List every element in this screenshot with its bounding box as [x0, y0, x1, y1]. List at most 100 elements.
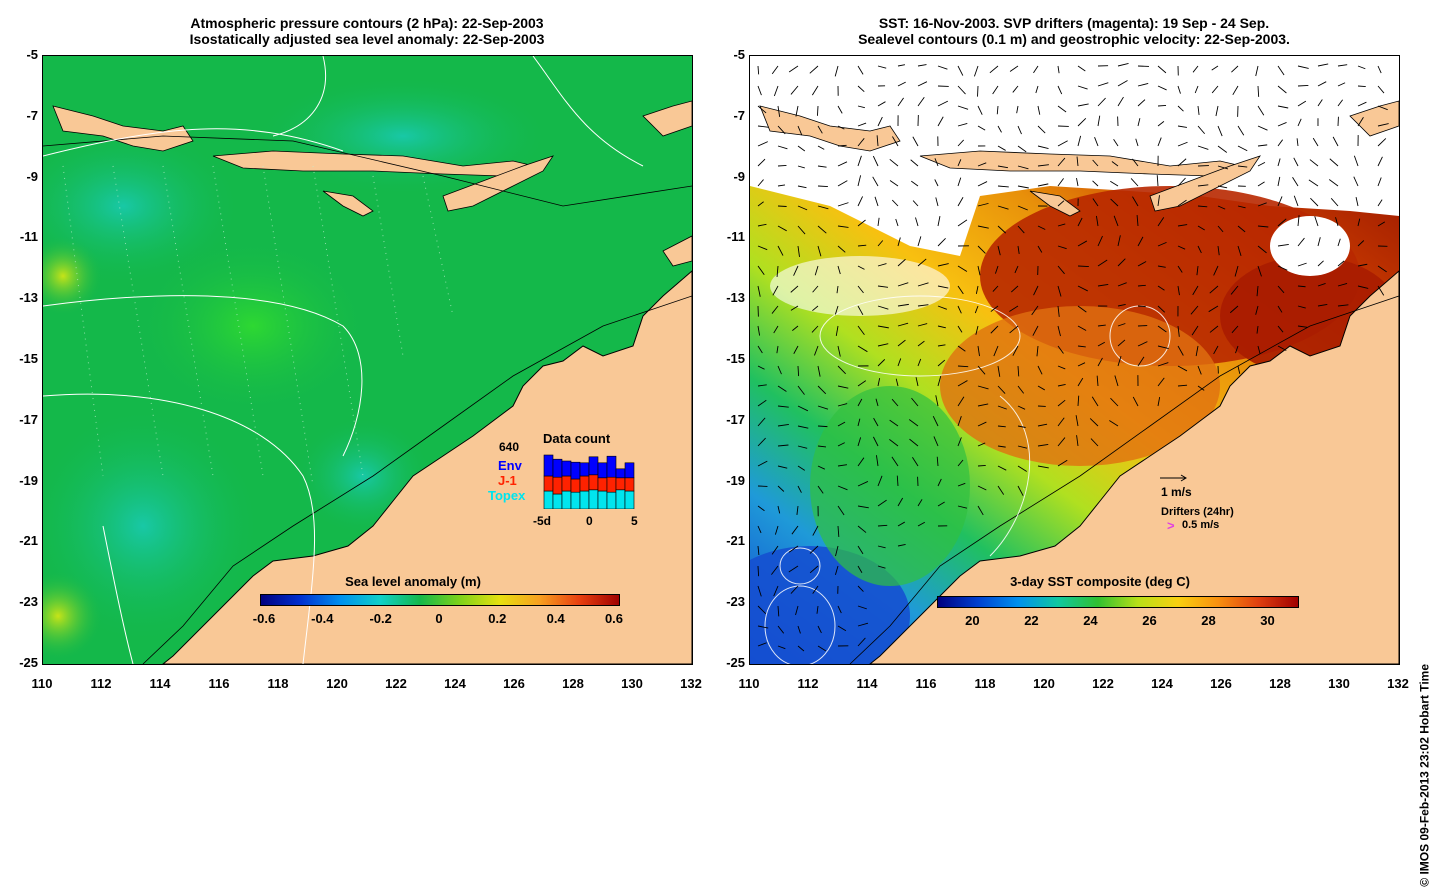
data-count-title: Data count	[543, 431, 610, 446]
histogram-bar-j1	[562, 476, 571, 491]
right-xtick: 128	[1260, 676, 1300, 691]
left-ytick: -11	[2, 229, 38, 244]
left-xtick: 126	[494, 676, 534, 691]
dc-xtick-0: -5d	[533, 514, 551, 528]
velocity-arrow	[818, 426, 827, 427]
histogram-bar-j1	[580, 476, 589, 491]
left-xtick: 116	[199, 676, 239, 691]
left-title-line2: Isostatically adjusted sea level anomaly…	[42, 31, 692, 47]
left-xtick: 124	[435, 676, 475, 691]
histogram-bar-env	[616, 469, 625, 478]
histogram-bar-topex	[589, 490, 598, 509]
left-ytick: -13	[2, 290, 38, 305]
left-cbar-tick: -0.4	[302, 611, 342, 626]
left-ytick: -23	[2, 594, 38, 609]
histogram-bar-env	[580, 463, 589, 476]
dc-xtick-2: 5	[631, 514, 638, 528]
velocity-arrow	[758, 566, 759, 576]
histogram-bar-env	[598, 463, 607, 478]
histogram-bar-j1	[607, 477, 616, 492]
right-title-line2: Sealevel contours (0.1 m) and geostrophi…	[749, 31, 1399, 47]
right-ytick: -11	[709, 229, 745, 244]
left-ytick: -19	[2, 473, 38, 488]
dc-xtick-1: 0	[586, 514, 593, 528]
left-colorbar	[260, 594, 620, 606]
left-xtick: 118	[258, 676, 298, 691]
histogram-bar-topex	[571, 492, 580, 509]
velocity-arrow	[798, 366, 799, 376]
right-cbar-tick: 24	[1070, 613, 1110, 628]
right-ytick: -21	[709, 533, 745, 548]
data-count-max: 640	[499, 440, 519, 454]
left-ytick: -15	[2, 351, 38, 366]
right-xtick: 122	[1083, 676, 1123, 691]
drifters-speed: 0.5 m/s	[1182, 519, 1219, 531]
legend-topex: Topex	[488, 488, 525, 503]
right-xtick: 130	[1319, 676, 1359, 691]
histogram-bar-env	[589, 457, 598, 475]
right-xtick: 116	[906, 676, 946, 691]
right-cbar-tick: 26	[1129, 613, 1169, 628]
left-cbar-tick: -0.2	[361, 611, 401, 626]
right-cbar-tick: 20	[952, 613, 992, 628]
left-xtick: 132	[671, 676, 711, 691]
sst-map: 1 m/s Drifters (24hr) > 0.5 m/s 3-day SS…	[749, 55, 1400, 665]
histogram-bar-topex	[553, 494, 562, 509]
velocity-arrow	[1298, 85, 1308, 86]
left-cbar-tick: 0.4	[536, 611, 576, 626]
velocity-arrow	[818, 186, 828, 187]
left-cbar-tick: 0.2	[477, 611, 517, 626]
legend-env: Env	[498, 458, 522, 473]
left-ytick: -9	[2, 169, 38, 184]
left-ytick: -17	[2, 412, 38, 427]
left-xtick: 110	[22, 676, 62, 691]
histogram-bar-env	[544, 455, 553, 476]
velocity-arrow	[778, 165, 786, 166]
right-cbar-tick: 22	[1011, 613, 1051, 628]
histogram-bar-j1	[598, 478, 607, 491]
velocity-arrow	[1138, 306, 1146, 307]
left-cbar-tick: 0	[419, 611, 459, 626]
histogram-bar-j1	[616, 478, 625, 490]
right-cbar-tick: 28	[1188, 613, 1228, 628]
left-xtick: 128	[553, 676, 593, 691]
right-xtick: 110	[729, 676, 769, 691]
velocity-scale-label: 1 m/s	[1161, 485, 1192, 499]
histogram-bar-topex	[544, 491, 553, 509]
velocity-arrow	[978, 465, 986, 466]
right-cbar-tick: 30	[1247, 613, 1287, 628]
right-xtick: 126	[1201, 676, 1241, 691]
left-ytick: -25	[2, 655, 38, 670]
left-xtick: 122	[376, 676, 416, 691]
histogram-bar-j1	[553, 477, 562, 494]
right-ytick: -13	[709, 290, 745, 305]
imos-credit: © IMOS 09-Feb-2013 23:02 Hobart Time	[1418, 664, 1432, 887]
histogram-bar-env	[553, 459, 562, 477]
velocity-scale-arrow	[1160, 473, 1190, 483]
drifters-label: Drifters (24hr)	[1161, 506, 1234, 518]
histogram-bar-topex	[607, 492, 616, 509]
drifters-symbol: >	[1167, 518, 1175, 533]
histogram-bar-env	[625, 463, 634, 478]
right-xtick: 120	[1024, 676, 1064, 691]
data-count-histogram	[543, 449, 635, 509]
legend-j1: J-1	[498, 473, 517, 488]
left-xtick: 130	[612, 676, 652, 691]
histogram-bar-topex	[598, 491, 607, 509]
histogram-bar-topex	[562, 491, 571, 509]
right-ytick: -9	[709, 169, 745, 184]
right-ytick: -5	[709, 47, 745, 62]
left-ytick: -7	[2, 108, 38, 123]
left-cbar-tick: -0.6	[244, 611, 284, 626]
histogram-bar-env	[571, 462, 580, 479]
right-xtick: 118	[965, 676, 1005, 691]
histogram-bar-env	[607, 456, 616, 477]
left-ytick: -21	[2, 533, 38, 548]
velocity-arrow	[817, 106, 818, 116]
right-title-line1: SST: 16-Nov-2003. SVP drifters (magenta)…	[749, 15, 1399, 31]
histogram-bar-topex	[625, 491, 634, 509]
left-cbar-tick: 0.6	[594, 611, 634, 626]
right-ytick: -7	[709, 108, 745, 123]
right-xtick: 124	[1142, 676, 1182, 691]
right-xtick: 112	[788, 676, 828, 691]
